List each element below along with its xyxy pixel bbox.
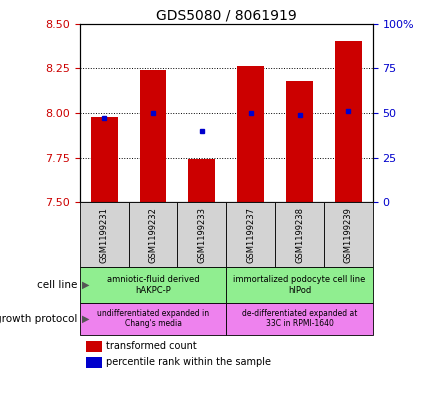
FancyBboxPatch shape: [177, 202, 226, 267]
Text: GSM1199238: GSM1199238: [295, 207, 303, 263]
Text: immortalized podocyte cell line
hIPod: immortalized podocyte cell line hIPod: [233, 275, 365, 295]
FancyBboxPatch shape: [80, 202, 128, 267]
Text: GSM1199237: GSM1199237: [246, 207, 255, 263]
Bar: [188, 160, 215, 202]
Text: amniotic-fluid derived
hAKPC-P: amniotic-fluid derived hAKPC-P: [107, 275, 199, 295]
Text: ▶: ▶: [82, 280, 89, 290]
FancyBboxPatch shape: [128, 202, 177, 267]
Text: transformed count: transformed count: [106, 341, 197, 351]
FancyBboxPatch shape: [226, 303, 372, 335]
FancyBboxPatch shape: [226, 267, 372, 303]
Text: growth protocol: growth protocol: [0, 314, 77, 324]
Bar: [90, 117, 117, 202]
Text: GSM1199239: GSM1199239: [343, 207, 352, 263]
FancyBboxPatch shape: [274, 202, 323, 267]
FancyBboxPatch shape: [80, 267, 226, 303]
Text: undifferentiated expanded in
Chang's media: undifferentiated expanded in Chang's med…: [97, 309, 209, 329]
Text: cell line: cell line: [37, 280, 77, 290]
Text: de-differentiated expanded at
33C in RPMI-1640: de-differentiated expanded at 33C in RPM…: [241, 309, 356, 329]
Text: GSM1199233: GSM1199233: [197, 207, 206, 263]
Bar: [86, 357, 101, 367]
Bar: [139, 70, 166, 202]
Text: percentile rank within the sample: percentile rank within the sample: [106, 357, 270, 367]
Text: ▶: ▶: [82, 314, 89, 324]
Text: GSM1199232: GSM1199232: [148, 207, 157, 263]
Text: GSM1199231: GSM1199231: [99, 207, 108, 263]
Title: GDS5080 / 8061919: GDS5080 / 8061919: [156, 8, 296, 22]
Bar: [237, 66, 264, 202]
FancyBboxPatch shape: [323, 202, 372, 267]
FancyBboxPatch shape: [80, 303, 226, 335]
FancyBboxPatch shape: [226, 202, 274, 267]
Bar: [86, 341, 101, 352]
Bar: [286, 81, 312, 202]
Bar: [334, 41, 361, 202]
